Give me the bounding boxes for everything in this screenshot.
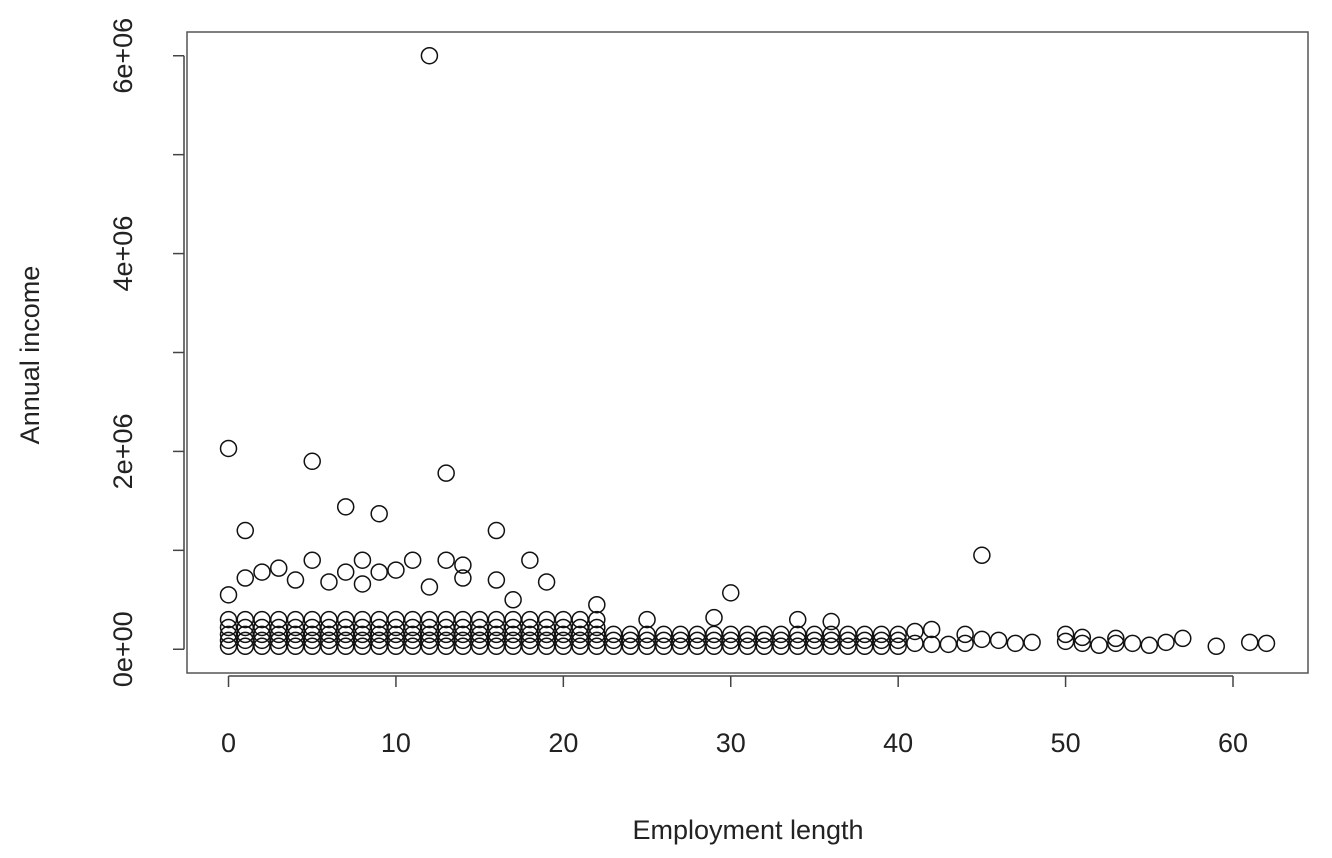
point	[370, 504, 388, 523]
point	[353, 575, 372, 593]
point	[219, 439, 238, 458]
point	[336, 563, 355, 581]
point	[454, 556, 472, 574]
point	[1257, 634, 1276, 653]
point	[1073, 634, 1092, 653]
point	[973, 630, 991, 649]
point	[939, 635, 958, 654]
point	[1073, 628, 1092, 647]
point	[1123, 634, 1142, 653]
point	[638, 610, 656, 629]
point	[403, 551, 422, 569]
point	[253, 563, 271, 581]
point	[906, 622, 924, 641]
point	[303, 452, 321, 471]
point	[420, 578, 439, 596]
point	[1174, 629, 1192, 648]
point	[437, 464, 455, 482]
point	[269, 559, 288, 577]
point	[487, 571, 506, 589]
point	[922, 635, 941, 654]
point	[889, 631, 907, 650]
x-tick-label: 60	[1218, 728, 1248, 758]
point	[286, 571, 305, 589]
point	[973, 546, 991, 565]
point	[705, 608, 723, 627]
y-tick-label: 4e+06	[108, 216, 138, 292]
x-tick-label: 20	[548, 728, 578, 758]
point	[1023, 633, 1041, 652]
point	[420, 46, 439, 65]
point	[906, 634, 924, 653]
x-tick-label: 0	[221, 728, 236, 758]
point	[537, 573, 556, 591]
y-axis-label: Annual income	[15, 266, 45, 445]
point	[989, 631, 1008, 650]
point	[1157, 633, 1175, 652]
point	[1056, 625, 1075, 644]
y-tick-label: 6e+06	[108, 18, 138, 94]
x-tick-label: 10	[381, 728, 411, 758]
point	[521, 551, 539, 569]
x-tick-label: 30	[716, 728, 746, 758]
point	[370, 563, 388, 581]
point	[504, 591, 522, 609]
point	[588, 610, 606, 629]
point	[336, 498, 355, 516]
point	[822, 612, 840, 631]
point	[437, 551, 455, 569]
point	[454, 569, 472, 587]
point	[387, 561, 405, 579]
point	[487, 521, 506, 540]
point	[353, 551, 372, 569]
point	[1056, 632, 1075, 651]
x-tick-label: 50	[1051, 728, 1081, 758]
point	[236, 569, 255, 587]
point	[788, 610, 807, 629]
point	[889, 625, 907, 644]
point	[1240, 633, 1259, 652]
point	[956, 634, 974, 653]
point	[1207, 637, 1226, 656]
point	[722, 584, 740, 602]
point	[236, 521, 255, 540]
point	[1090, 636, 1108, 655]
point	[588, 595, 606, 614]
point	[922, 620, 941, 639]
point	[956, 625, 974, 644]
y-tick-label: 0e+00	[108, 611, 138, 687]
point	[1006, 634, 1025, 653]
point	[588, 618, 606, 637]
x-axis-label: Employment length	[632, 815, 863, 845]
y-tick-label: 2e+06	[108, 413, 138, 489]
point	[303, 551, 321, 569]
plot-frame	[186, 31, 1309, 674]
x-tick-label: 40	[883, 728, 913, 758]
point	[320, 573, 338, 591]
point	[1140, 636, 1159, 655]
point	[1107, 629, 1125, 648]
point	[219, 586, 238, 604]
point	[889, 637, 907, 656]
